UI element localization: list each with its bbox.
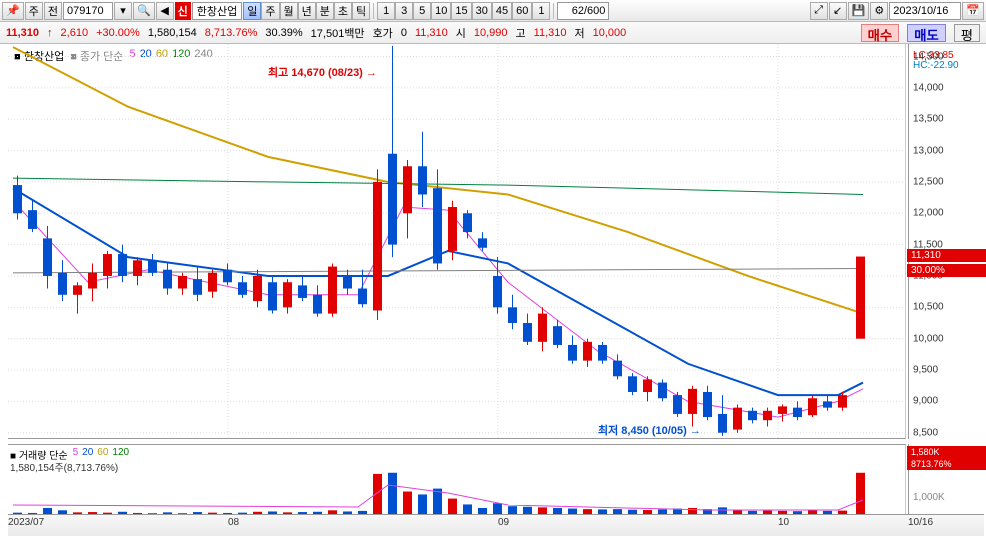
- period-1[interactable]: 1: [532, 2, 550, 20]
- high2-price: 11,310: [534, 27, 567, 39]
- period-button[interactable]: 주: [25, 2, 43, 20]
- high-label: 고: [516, 25, 526, 41]
- period-60[interactable]: 60: [512, 2, 532, 20]
- stock-name: 한창산업: [192, 2, 242, 20]
- low-label: 저: [575, 25, 585, 41]
- timeframe-주[interactable]: 주: [261, 2, 279, 20]
- sell-button[interactable]: 매도: [907, 24, 946, 42]
- toolbar: 📌 주 전 ▾ 🔍 ◀ 신 한창산업 일주월년분초틱 1351015304560…: [0, 0, 986, 22]
- pin-icon[interactable]: 📌: [2, 2, 24, 20]
- timeframe-년[interactable]: 년: [298, 2, 316, 20]
- volume: 1,580,154: [148, 27, 197, 39]
- up-arrow-icon: ↑: [47, 27, 53, 39]
- stock-badge: 신: [175, 2, 191, 20]
- open-price: 11,310: [415, 27, 448, 39]
- current-price: 11,310: [6, 27, 39, 39]
- period-1[interactable]: 1: [377, 2, 395, 20]
- calendar-icon[interactable]: 📅: [962, 2, 984, 20]
- chart-container: ■ 한창산업 ■ 종가 단순 52060120240 최고 14,670 (08…: [0, 44, 986, 537]
- price-change-pct: +30.00%: [96, 27, 140, 39]
- main-chart[interactable]: ■ 한창산업 ■ 종가 단순 52060120240 최고 14,670 (08…: [8, 44, 906, 439]
- price-y-axis: LC:33.85HC:-22.9014,50014,00013,50013,00…: [908, 44, 986, 439]
- volume-pct: 8,713.76%: [205, 27, 258, 39]
- quote-val: 0: [401, 27, 407, 39]
- dropdown-icon[interactable]: ▾: [114, 2, 132, 20]
- volume-chart[interactable]: ■ 거래량 단순 52060120 1,580,154주(8,713.76%): [8, 444, 906, 514]
- timeframe-틱[interactable]: 틱: [352, 2, 370, 20]
- timeframe-초[interactable]: 초: [334, 2, 352, 20]
- stock-code-input[interactable]: [63, 2, 113, 20]
- arrow-left-icon[interactable]: ◀: [156, 2, 174, 20]
- bar-count[interactable]: [557, 2, 609, 20]
- period-30[interactable]: 30: [472, 2, 492, 20]
- quote-label: 호가: [373, 25, 393, 41]
- date-input[interactable]: [889, 2, 961, 20]
- value: 17,501백만: [311, 25, 365, 41]
- volume-y-axis: 1,000K 1,580K8713.76%: [908, 444, 986, 514]
- zoom-in-icon[interactable]: ⤢: [810, 2, 828, 20]
- period-45[interactable]: 45: [492, 2, 512, 20]
- low-annotation: 최저 8,450 (10/05) →: [598, 422, 701, 438]
- timeframe-월[interactable]: 월: [280, 2, 298, 20]
- x-axis: 2023/0708091010/16: [8, 514, 984, 536]
- high-price: 10,990: [474, 27, 508, 39]
- open-label: 시: [456, 25, 466, 41]
- eval-button[interactable]: 평: [954, 24, 980, 42]
- period-5[interactable]: 5: [413, 2, 431, 20]
- timeframe-분[interactable]: 분: [316, 2, 334, 20]
- low-price: 10,000: [593, 27, 627, 39]
- price-change: 2,610: [61, 27, 89, 39]
- period-3[interactable]: 3: [395, 2, 413, 20]
- search-icon[interactable]: 🔍: [133, 2, 155, 20]
- prev-button[interactable]: 전: [44, 2, 62, 20]
- info-bar: 11,310 ↑ 2,610 +30.00% 1,580,154 8,713.7…: [0, 22, 986, 44]
- timeframe-일[interactable]: 일: [243, 2, 261, 20]
- turnover-pct: 30.39%: [265, 27, 302, 39]
- save-icon[interactable]: 💾: [848, 2, 870, 20]
- period-10[interactable]: 10: [431, 2, 451, 20]
- zoom-out-icon[interactable]: ↙: [829, 2, 847, 20]
- high-annotation: 최고 14,670 (08/23) →: [268, 64, 377, 80]
- period-15[interactable]: 15: [451, 2, 471, 20]
- settings-icon[interactable]: ⚙: [870, 2, 888, 20]
- buy-button[interactable]: 매수: [861, 24, 900, 42]
